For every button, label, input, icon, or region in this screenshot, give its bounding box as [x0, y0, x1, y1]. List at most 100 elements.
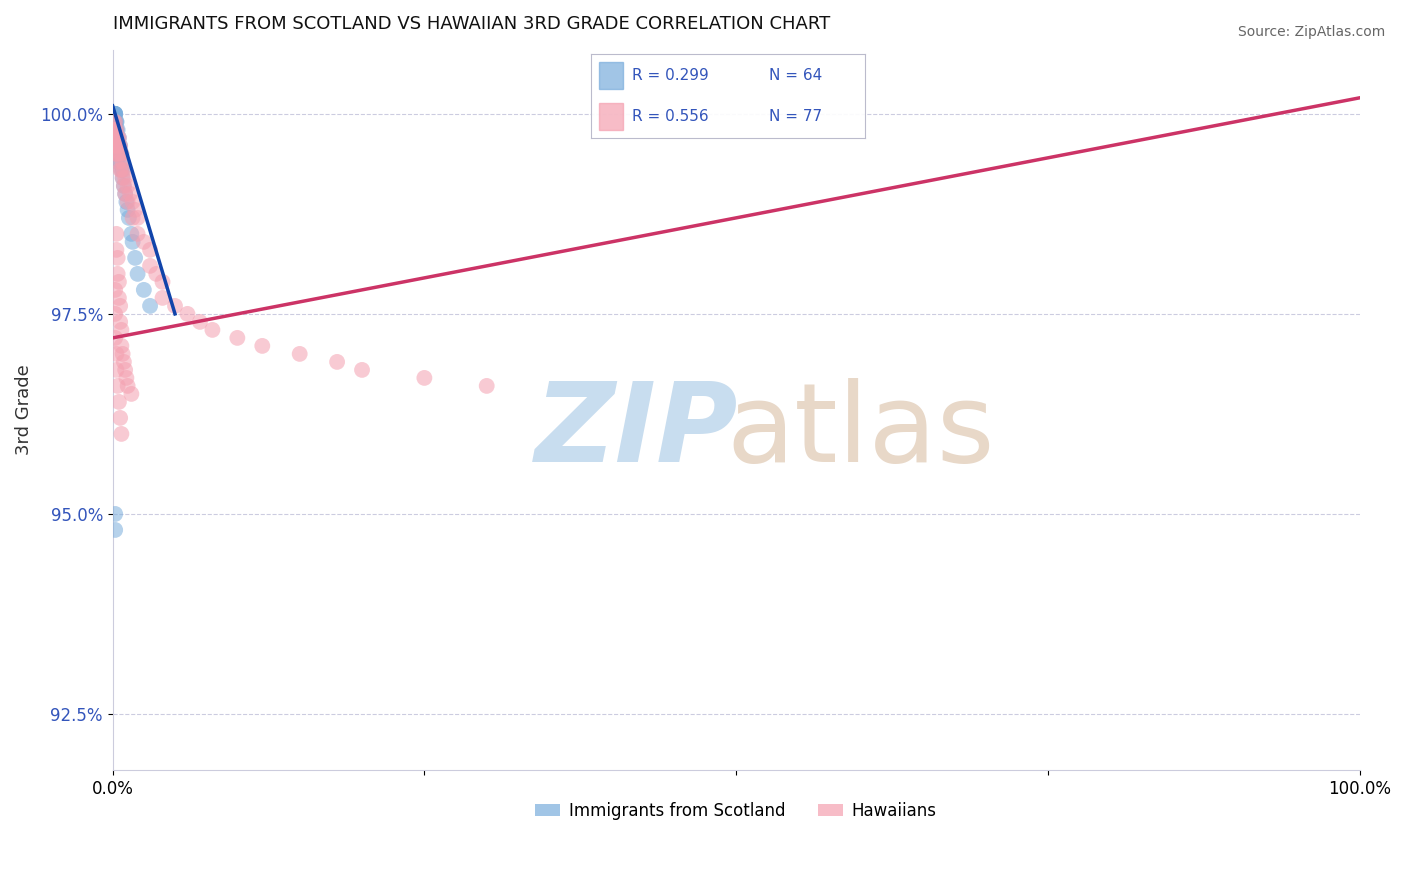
- Point: [127, 211, 149, 225]
- Point: [114, 363, 136, 377]
- Text: N = 64: N = 64: [769, 68, 823, 83]
- Point: [118, 211, 141, 225]
- Point: [139, 299, 162, 313]
- Point: [475, 379, 498, 393]
- Point: [107, 379, 129, 393]
- Point: [103, 107, 125, 121]
- Point: [112, 178, 135, 193]
- Point: [120, 227, 142, 241]
- Point: [108, 411, 131, 425]
- Point: [104, 107, 127, 121]
- Point: [145, 267, 167, 281]
- Point: [111, 162, 134, 177]
- Point: [110, 162, 132, 177]
- Point: [103, 107, 125, 121]
- Point: [110, 323, 132, 337]
- Point: [132, 235, 155, 249]
- Text: atlas: atlas: [727, 378, 995, 485]
- Point: [103, 107, 125, 121]
- Point: [105, 347, 128, 361]
- Point: [105, 363, 128, 377]
- Point: [104, 307, 127, 321]
- Text: ZIP: ZIP: [534, 378, 738, 485]
- Point: [108, 139, 131, 153]
- Point: [115, 371, 138, 385]
- Text: IMMIGRANTS FROM SCOTLAND VS HAWAIIAN 3RD GRADE CORRELATION CHART: IMMIGRANTS FROM SCOTLAND VS HAWAIIAN 3RD…: [112, 15, 830, 33]
- Point: [288, 347, 311, 361]
- Point: [124, 202, 146, 217]
- Point: [105, 123, 128, 137]
- Point: [176, 307, 198, 321]
- Point: [104, 507, 127, 521]
- Point: [104, 331, 127, 345]
- Point: [107, 146, 129, 161]
- Point: [105, 146, 128, 161]
- Point: [110, 162, 132, 177]
- Point: [108, 275, 131, 289]
- Point: [121, 235, 143, 249]
- Point: [110, 146, 132, 161]
- Point: [117, 194, 139, 209]
- Text: R = 0.556: R = 0.556: [631, 109, 709, 124]
- Point: [111, 154, 134, 169]
- Point: [105, 139, 128, 153]
- Point: [104, 107, 127, 121]
- Point: [104, 523, 127, 537]
- Point: [105, 115, 128, 129]
- Point: [105, 139, 128, 153]
- Point: [104, 115, 127, 129]
- Point: [112, 178, 135, 193]
- Point: [120, 186, 142, 201]
- Point: [110, 339, 132, 353]
- Point: [107, 123, 129, 137]
- Point: [108, 291, 131, 305]
- Point: [104, 123, 127, 137]
- Point: [103, 107, 125, 121]
- Point: [107, 251, 129, 265]
- Point: [107, 139, 129, 153]
- Point: [104, 123, 127, 137]
- Point: [104, 123, 127, 137]
- Point: [114, 170, 136, 185]
- Point: [104, 107, 127, 121]
- Point: [112, 162, 135, 177]
- Point: [110, 426, 132, 441]
- Point: [105, 115, 128, 129]
- Point: [115, 194, 138, 209]
- Point: [107, 131, 129, 145]
- Point: [105, 243, 128, 257]
- Point: [111, 347, 134, 361]
- Point: [120, 387, 142, 401]
- Point: [127, 227, 149, 241]
- Point: [139, 259, 162, 273]
- Point: [103, 107, 125, 121]
- Text: N = 77: N = 77: [769, 109, 823, 124]
- Legend: Immigrants from Scotland, Hawaiians: Immigrants from Scotland, Hawaiians: [529, 795, 943, 827]
- Point: [188, 315, 211, 329]
- Point: [103, 107, 125, 121]
- Point: [104, 139, 127, 153]
- Point: [107, 154, 129, 169]
- Point: [124, 251, 146, 265]
- Point: [201, 323, 224, 337]
- Point: [108, 315, 131, 329]
- Text: Source: ZipAtlas.com: Source: ZipAtlas.com: [1237, 25, 1385, 39]
- Point: [152, 291, 174, 305]
- Point: [108, 299, 131, 313]
- Point: [103, 107, 125, 121]
- Point: [107, 131, 129, 145]
- Point: [108, 139, 131, 153]
- Point: [139, 243, 162, 257]
- Point: [111, 170, 134, 185]
- Point: [104, 131, 127, 145]
- Point: [104, 115, 127, 129]
- Y-axis label: 3rd Grade: 3rd Grade: [15, 365, 32, 455]
- Point: [107, 267, 129, 281]
- Point: [108, 131, 131, 145]
- Point: [105, 139, 128, 153]
- Point: [121, 194, 143, 209]
- Point: [103, 115, 125, 129]
- Point: [117, 379, 139, 393]
- Point: [326, 355, 349, 369]
- Point: [103, 107, 125, 121]
